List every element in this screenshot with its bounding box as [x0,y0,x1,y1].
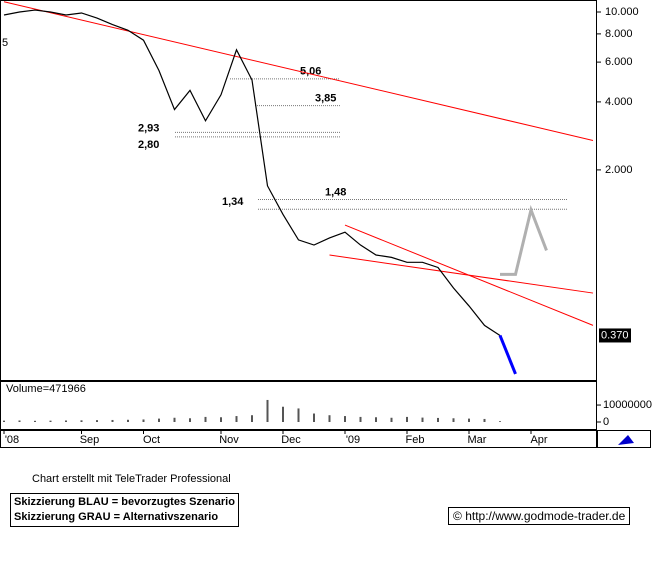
x-tick-label: Nov [219,434,239,446]
x-tick-label: Sep [80,434,100,446]
x-tick-label: '08 [5,434,19,446]
trendline [329,254,594,294]
x-axis-strip [0,430,597,448]
price-panel [0,0,597,381]
last-price-label: 0.370 [601,329,629,341]
level-label: 1,34 [222,196,244,208]
legend-gray: Skizzierung GRAU = Alternativszenario [14,511,219,523]
y-tick-label: 2.000 [605,164,633,176]
trendline [3,1,594,141]
y-tick-label: 10.000 [605,6,639,18]
price-line [498,334,517,375]
price-line [3,9,501,336]
x-tick-label: Dec [281,434,301,446]
volume-tick-label: 0 [603,416,609,428]
url-box: © http://www.godmode-trader.de [448,507,631,525]
x-tick-label: Apr [530,434,547,446]
volume-title: Volume=471966 [6,383,86,395]
chart: 5 Volume=471966 10.000 8.000 6.000 4.000 2.0… [0,0,652,448]
x-tick-label: Mar [468,434,487,446]
volume-tick-label: 10000000 [603,399,652,411]
tool-icon [618,435,634,445]
level-label: 1,48 [325,186,346,198]
price-line [500,204,548,276]
y-tick-label: 8.000 [605,28,633,40]
legend-box: Skizzierung BLAU = bevorzugtes Szenario … [10,493,239,527]
level-label: 2,80 [138,139,159,151]
edge-label: 5 [2,37,8,49]
x-tick-label: Feb [406,434,425,446]
legend-blue: Skizzierung BLAU = bevorzugtes Szenario [14,496,235,508]
y-tick-label: 6.000 [605,56,633,68]
volume-panel [0,381,597,430]
x-tick-label: '09 [346,434,360,446]
copyright: © [453,509,462,523]
url: http://www.godmode-trader.de [465,509,626,523]
y-tick-label: 4.000 [605,96,633,108]
level-label: 2,93 [138,122,159,134]
credit: Chart erstellt mit TeleTrader Profession… [32,473,231,485]
last-price-box [599,328,631,343]
x-tick-label: Oct [143,434,160,446]
level-label: 3,85 [315,93,336,105]
